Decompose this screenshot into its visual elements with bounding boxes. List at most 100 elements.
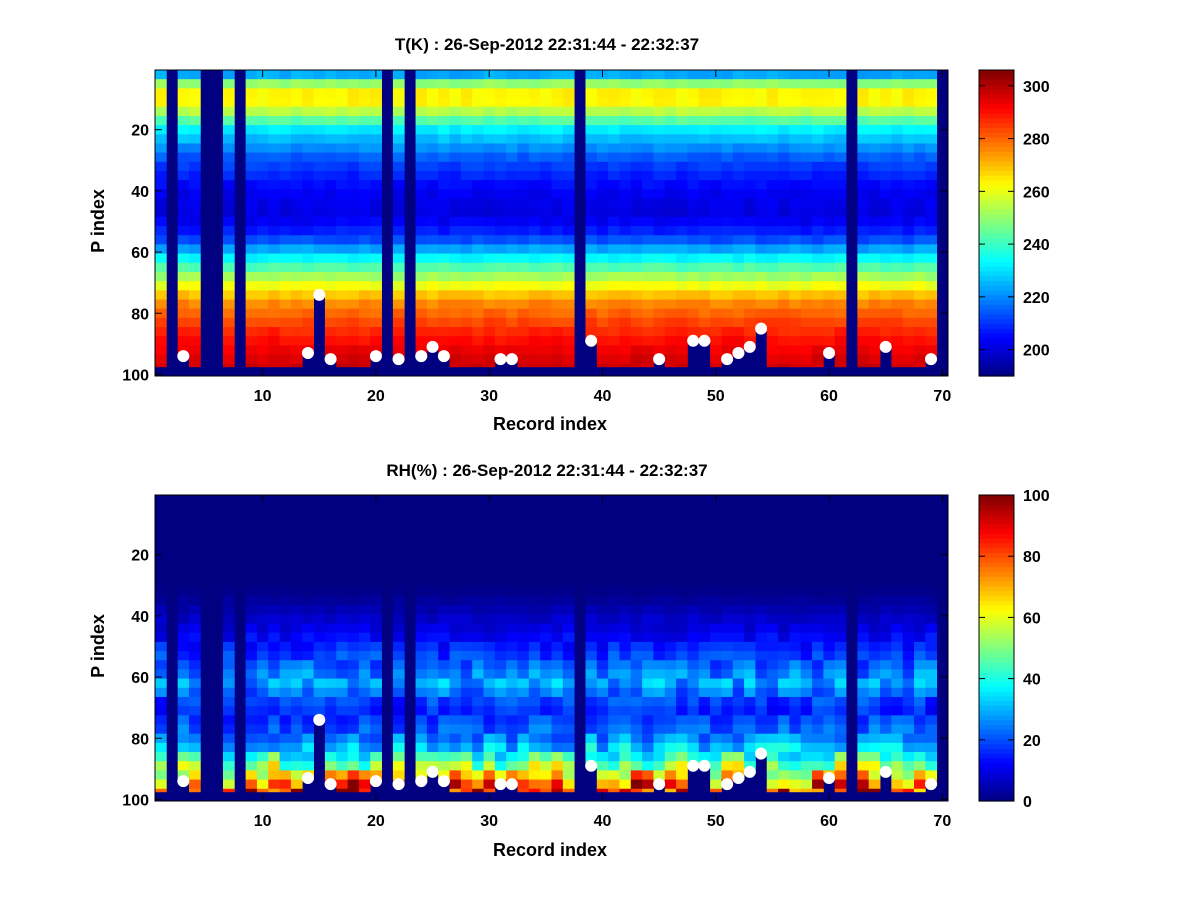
temperature-cell — [812, 336, 824, 346]
temperature-cell — [313, 70, 326, 80]
temperature-colorbar-segment — [979, 246, 1014, 253]
humidity-cell — [925, 669, 938, 679]
humidity-cell — [392, 522, 405, 533]
temperature-cell — [732, 226, 745, 236]
humidity-cell — [789, 568, 802, 579]
humidity-cell — [789, 770, 802, 780]
humidity-cell — [438, 660, 450, 670]
temperature-cell — [676, 88, 688, 98]
humidity-cell — [857, 724, 870, 735]
humidity-cell — [608, 577, 620, 588]
humidity-y-tick-label: 100 — [122, 792, 149, 809]
temperature-cell — [472, 244, 484, 254]
humidity-cell — [506, 770, 518, 780]
humidity-cell — [732, 641, 745, 652]
temperature-cell — [698, 143, 711, 154]
temperature-cell — [324, 97, 337, 108]
temperature-cell — [517, 354, 530, 365]
temperature-cell — [540, 106, 552, 117]
humidity-cell — [528, 724, 541, 735]
humidity-cell — [834, 550, 847, 560]
humidity-cell — [687, 724, 700, 735]
temperature-cell — [268, 170, 281, 181]
humidity-cell — [336, 770, 348, 780]
temperature-cell — [528, 143, 541, 154]
temperature-cell — [766, 180, 779, 190]
temperature-cell — [245, 290, 258, 300]
humidity-cell — [347, 568, 360, 579]
temperature-cell — [585, 125, 598, 135]
humidity-cell — [789, 724, 802, 735]
humidity-cell — [789, 623, 802, 634]
humidity-cell — [902, 660, 915, 670]
temperature-cell — [438, 226, 450, 236]
humidity-cell — [562, 531, 575, 542]
humidity-cell — [687, 522, 700, 533]
humidity-colorbar-segment — [979, 590, 1014, 597]
temperature-cell — [902, 134, 915, 144]
humidity-cell — [540, 568, 552, 579]
temperature-cell — [721, 226, 734, 236]
humidity-surface-marker — [392, 778, 405, 791]
temperature-cell — [698, 271, 711, 282]
humidity-cell — [506, 651, 518, 661]
humidity-cell — [494, 623, 507, 634]
humidity-record-column — [812, 495, 824, 793]
humidity-cell — [426, 623, 439, 634]
temperature-cell — [766, 226, 779, 236]
humidity-cell — [732, 669, 745, 679]
temperature-record-column — [540, 70, 552, 368]
humidity-cell — [596, 770, 609, 780]
humidity-cell — [880, 696, 892, 707]
humidity-cell — [925, 706, 938, 716]
humidity-cell — [925, 605, 938, 615]
temperature-cell — [732, 88, 745, 98]
temperature-cell — [880, 88, 892, 98]
temperature-cell — [324, 271, 337, 282]
temperature-cell — [687, 317, 700, 328]
humidity-cell — [642, 678, 654, 689]
humidity-cell — [506, 568, 518, 579]
humidity-cell — [279, 660, 292, 670]
humidity-cell — [800, 742, 813, 753]
temperature-cell — [744, 189, 756, 199]
temperature-cell — [517, 235, 530, 245]
temperature-cell — [290, 152, 303, 163]
humidity-cell — [800, 733, 813, 744]
humidity-cell — [653, 724, 666, 735]
temperature-cell — [155, 170, 167, 181]
humidity-cell — [596, 605, 609, 615]
temperature-cell — [506, 327, 518, 337]
temperature-cell — [438, 198, 450, 209]
temperature-cell — [596, 244, 609, 254]
temperature-cell — [789, 152, 802, 163]
temperature-cell — [585, 271, 598, 282]
humidity-cell — [472, 651, 484, 661]
temperature-cell — [540, 299, 552, 310]
temperature-cell — [710, 125, 722, 135]
humidity-cell — [551, 669, 564, 679]
temperature-cell — [687, 299, 700, 310]
temperature-cell — [472, 170, 484, 181]
humidity-cell — [834, 605, 847, 615]
humidity-record-column — [483, 495, 496, 793]
temperature-record-column — [472, 70, 484, 368]
temperature-cell — [710, 79, 722, 89]
temperature-record-column — [256, 70, 269, 368]
temperature-cell — [472, 299, 484, 310]
temperature-cell — [619, 290, 632, 300]
humidity-cell — [415, 586, 428, 597]
temperature-cell — [812, 299, 824, 310]
humidity-cell — [710, 623, 722, 634]
temperature-cell — [279, 70, 292, 80]
humidity-cell — [902, 651, 915, 661]
humidity-cell — [528, 504, 541, 514]
temperature-cell — [676, 281, 688, 291]
temperature-cell — [494, 308, 507, 319]
temperature-cell — [155, 345, 167, 355]
humidity-cell — [880, 715, 892, 725]
temperature-cell — [710, 317, 722, 328]
temperature-cell — [290, 180, 303, 190]
temperature-cell — [653, 226, 666, 236]
humidity-cell — [880, 550, 892, 560]
